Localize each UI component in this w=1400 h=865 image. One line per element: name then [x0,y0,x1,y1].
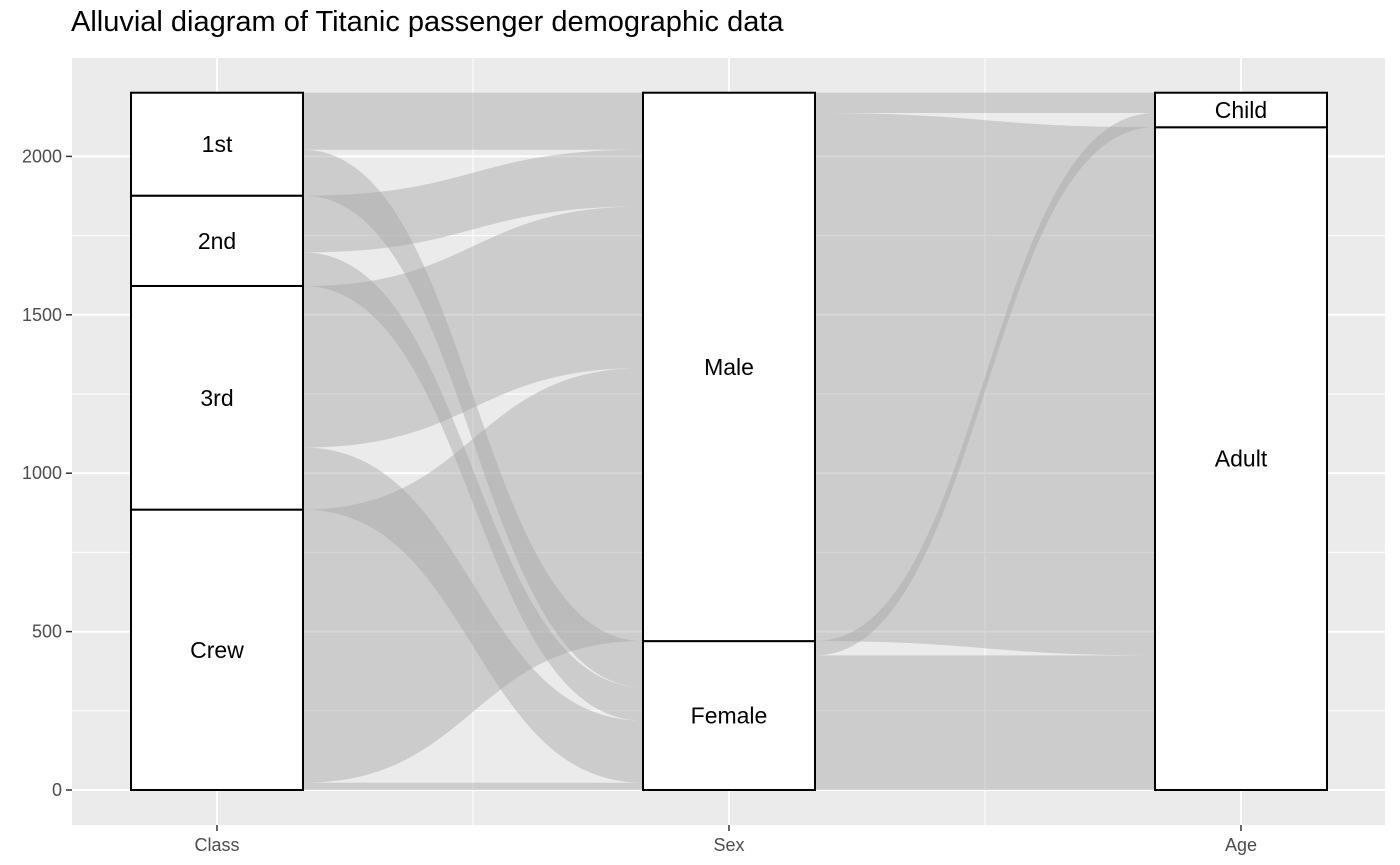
stratum-label-adult: Adult [1215,446,1268,472]
y-tick-label: 0 [52,780,62,800]
stratum-2nd [130,194,304,287]
stratum-label-1st: 1st [202,131,233,157]
stratum-label-male: Male [704,354,754,380]
stratum-adult [1154,126,1328,792]
y-tick-label: 1000 [22,463,62,483]
flow-crew-female [303,782,643,790]
stratum-child [1154,91,1328,129]
stratum-label-crew: Crew [190,637,244,663]
stratum-3rd [130,284,304,511]
strata: Crew 3rd 2nd 1st Female Male Adult Child [130,91,1328,792]
stratum-label-female: Female [691,703,768,729]
x-tick-label-class: Class [194,835,239,855]
flow-crew-male [303,368,643,783]
flow-1st-male [303,92,643,150]
stratum-label-child: Child [1215,97,1267,123]
flow-2nd-female [303,252,643,721]
y-tick-label: 500 [32,622,62,642]
stratum-1st [130,91,304,197]
stratum-crew [130,508,304,791]
flow-1st-female [303,149,643,688]
stratum-male [642,91,816,643]
flow-3rd-male [303,206,643,448]
x-tick-label-sex: Sex [713,835,744,855]
y-tick-label: 2000 [22,146,62,166]
x-tick-label-age: Age [1225,835,1257,855]
flow-female-child [815,112,1155,656]
flow-3rd-female [303,447,643,783]
stratum-female [642,640,816,791]
y-tick-label: 1500 [22,305,62,325]
stratum-label-3rd: 3rd [200,385,233,411]
alluvia [303,92,1155,790]
flow-male-child [815,92,1155,113]
chart-title: Alluvial diagram of Titanic passenger de… [71,6,784,38]
flow-male-adult [815,112,1155,656]
flow-female-adult [815,655,1155,790]
stratum-label-2nd: 2nd [198,228,236,254]
axes: 0 500 1000 1500 2000 Class Sex Age [22,146,1257,855]
flow-2nd-male [303,149,643,253]
